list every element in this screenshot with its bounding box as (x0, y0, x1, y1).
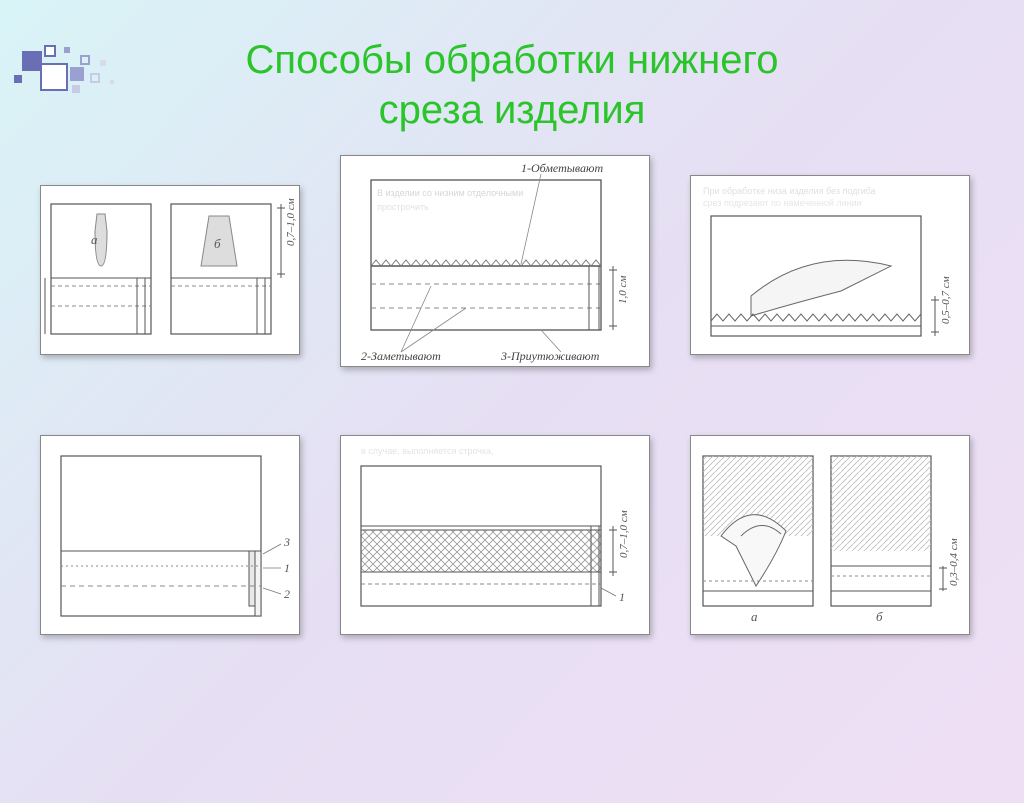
slide-title: Способы обработки нижнего среза изделия (0, 35, 1024, 135)
d3-faint-2: срез подрезают по намеченной линии (703, 198, 862, 208)
diagram-4: 3 1 2 (40, 435, 300, 635)
d3-faint-1: При обработке низа изделия без подгиба (703, 186, 876, 196)
d6-label-a: а (751, 609, 758, 624)
corner-decoration (10, 45, 150, 95)
d6-dim: 0,3–0,4 см (948, 538, 960, 586)
diagram-grid: а б 0,7–1,0 см 1,0 см 1-Обметывают (0, 155, 1024, 715)
diagram-1: а б 0,7–1,0 см 1,0 см (40, 185, 300, 355)
d2-label-top: 1-Обметывают (521, 161, 603, 175)
d1-dim-top: 0,7–1,0 см (285, 198, 297, 246)
d6-label-b: б (876, 609, 883, 624)
d5-small: 1 (619, 590, 625, 604)
diagram-3: При обработке низа изделия без подгиба с… (690, 175, 970, 355)
d4-label-1: 1 (284, 561, 290, 575)
diagram-6: а б 0,3–0,4 см (690, 435, 970, 635)
d5-dim: 0,7–1,0 см (618, 510, 630, 558)
d3-dim: 0,5–0,7 см (940, 276, 952, 324)
svg-text:прострочить: прострочить (377, 202, 429, 212)
svg-text:в случае, выполняется строчка,: в случае, выполняется строчка, (361, 446, 494, 456)
diagram-2: 1-Обметывают В изделии со низним отделоч… (340, 155, 650, 367)
diagram-5: в случае, выполняется строчка, 0,7–1,0 с… (340, 435, 650, 635)
title-line-1: Способы обработки нижнего (246, 38, 779, 82)
d2-label-bl: 2-Заметывают (361, 349, 441, 363)
title-line-2: среза изделия (379, 88, 646, 132)
d4-label-2: 2 (284, 587, 290, 601)
svg-text:В изделии со низним отделочным: В изделии со низним отделочными (377, 188, 523, 198)
d4-label-3: 3 (283, 535, 290, 549)
d2-dim: 1,0 см (617, 276, 629, 304)
d1-label-a: а (91, 232, 98, 247)
d2-label-br: 3-Приутюживают (500, 349, 600, 363)
d1-label-b: б (214, 236, 221, 251)
